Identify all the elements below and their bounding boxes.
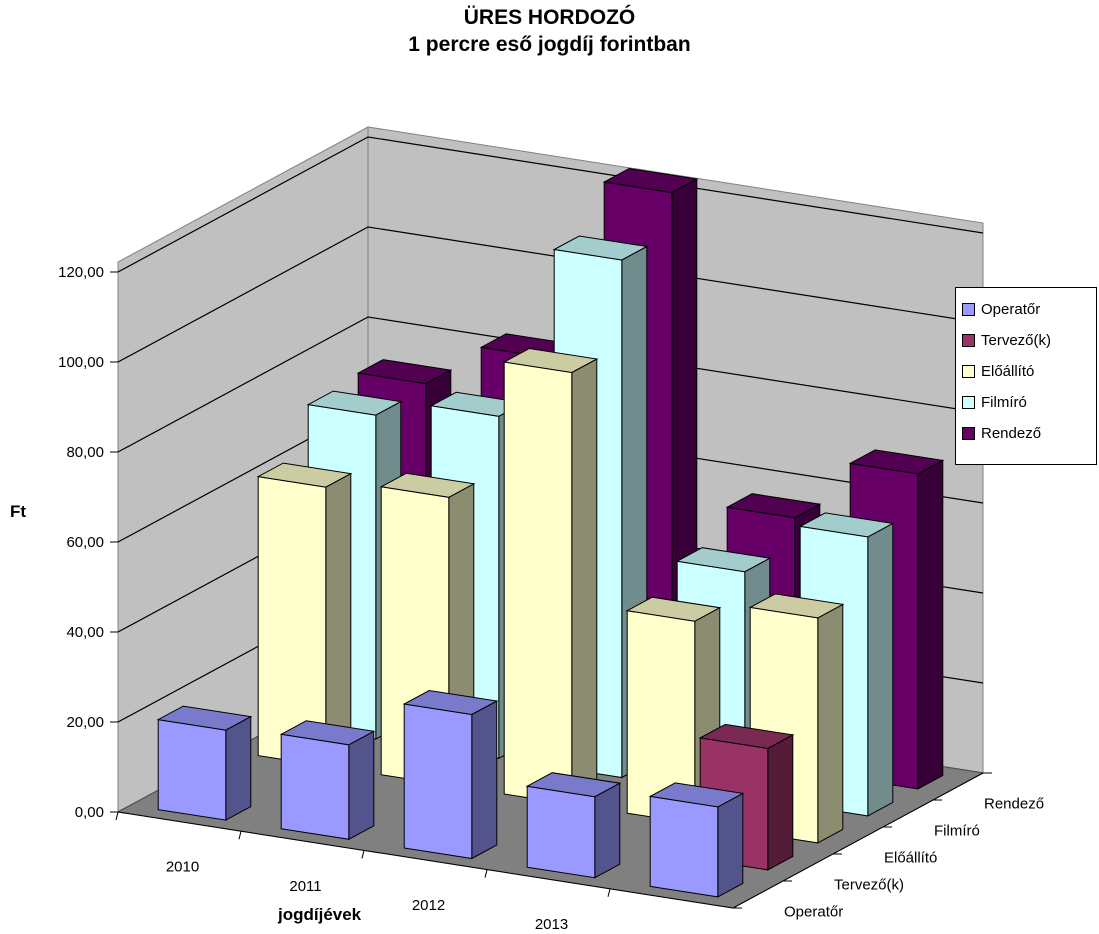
y-tick-label: 80,00: [66, 444, 104, 461]
legend-item: Tervező(k): [962, 325, 1090, 356]
depth-tick-label: Operatőr: [784, 904, 843, 921]
gridline: [117, 136, 984, 273]
legend-item: Rendező: [962, 418, 1090, 449]
legend-label: Filmíró: [981, 394, 1027, 411]
legend-label: Rendező: [981, 425, 1042, 442]
x-tick-label: 2011: [289, 878, 321, 895]
gridline: [117, 316, 984, 453]
legend-label: Előállító: [981, 363, 1035, 380]
legend-label: Tervező(k): [981, 332, 1052, 349]
bar: [256, 462, 353, 767]
legend-swatch: [962, 396, 975, 409]
bar: [525, 772, 622, 879]
depth-axis-line: [732, 772, 984, 909]
bar: [279, 720, 376, 841]
y-tick-label: 20,00: [66, 714, 104, 731]
legend-item: Filmíró: [962, 387, 1090, 418]
x-tick: [607, 888, 611, 897]
bar: [648, 782, 745, 898]
x-axis-label: jogdíjévek: [278, 905, 362, 924]
y-tick-label: 100,00: [58, 354, 104, 371]
legend-swatch: [962, 365, 975, 378]
depth-tick-label: Tervező(k): [834, 877, 904, 894]
x-tick-label: 2010: [166, 859, 199, 876]
legend-label: Operatőr: [981, 301, 1041, 318]
x-tick: [238, 831, 242, 840]
x-tick: [484, 869, 488, 878]
bar: [402, 689, 499, 860]
gridline: [117, 226, 984, 363]
x-tick-label: 2012: [412, 897, 445, 914]
legend-item: Előállító: [962, 356, 1090, 387]
chart-title-line-1: ÜRES HORDOZÓ: [463, 6, 636, 29]
y-tick-label: 0,00: [75, 804, 104, 821]
y-tick-label: 60,00: [66, 534, 104, 551]
x-tick: [115, 811, 119, 821]
legend-swatch: [962, 303, 975, 316]
legend-swatch: [962, 427, 975, 440]
depth-tick-label: Előállító: [884, 850, 937, 867]
bar: [156, 705, 253, 821]
legend-swatch: [962, 334, 975, 347]
legend: Operatőr Tervező(k) Előállító Filmíró Rendez…: [955, 287, 1097, 465]
y-tick-label: 40,00: [66, 624, 104, 641]
y-axis-label: Ft: [10, 502, 27, 521]
x-tick: [361, 850, 365, 859]
depth-tick-label: Rendező: [984, 796, 1044, 813]
depth-tick-label: Filmíró: [934, 823, 980, 840]
bar: [502, 347, 599, 806]
y-tick-label: 120,00: [58, 264, 104, 281]
x-axis-line: [117, 811, 734, 909]
x-tick-label: 2013: [535, 916, 568, 933]
legend-item: Operatőr: [962, 294, 1090, 325]
chart-title-line-2: 1 percre eső jogdíj forintban: [408, 33, 691, 56]
